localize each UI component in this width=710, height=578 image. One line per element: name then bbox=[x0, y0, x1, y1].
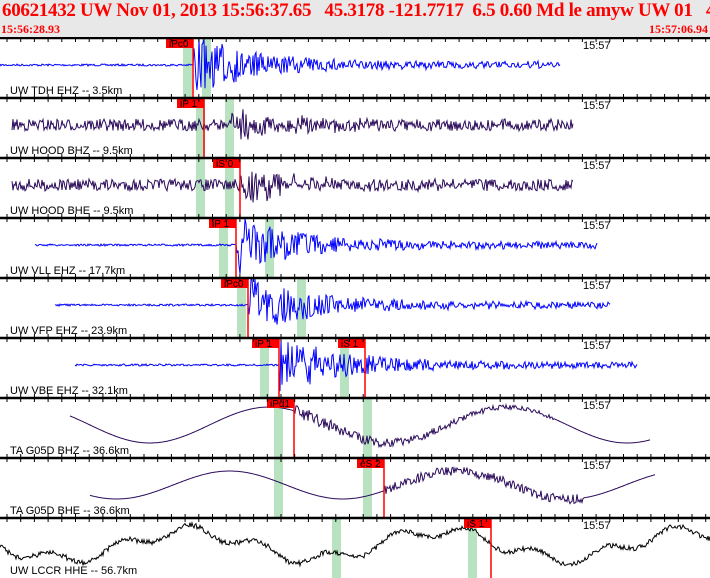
pick-flag[interactable] bbox=[177, 98, 204, 108]
row-background bbox=[0, 518, 710, 578]
minute-label: 15:57 bbox=[583, 400, 611, 412]
channel-label: UW HOOD BHZ -- 9.5km bbox=[10, 145, 133, 157]
row-background bbox=[0, 458, 710, 518]
pick-label: iPc0 bbox=[169, 39, 189, 50]
minute-label: 15:57 bbox=[583, 160, 611, 172]
channel-label: UW LCCR HHE -- 56.7km bbox=[10, 565, 137, 577]
channel-label: TA G05D BHE -- 36.6km bbox=[10, 505, 130, 517]
channel-row[interactable]: iPc0 UW VFP EHZ -- 23.9km 15:57 bbox=[0, 274, 710, 338]
channel-row[interactable]: iP 1 UW HOOD BHZ -- 9.5km 15:57 bbox=[0, 94, 710, 158]
pick-window-band bbox=[260, 338, 269, 398]
pick-window-band bbox=[265, 218, 274, 278]
pick-label: eS 2 bbox=[360, 459, 381, 470]
end-time: 15:57:06.94 bbox=[649, 22, 708, 36]
pick-flag[interactable] bbox=[213, 158, 240, 168]
waveform-trace bbox=[34, 218, 598, 274]
waveform-trace bbox=[89, 466, 656, 505]
pick-window-band bbox=[196, 158, 205, 218]
minute-label: 15:57 bbox=[583, 220, 611, 232]
pick-window-band bbox=[225, 98, 234, 158]
minute-label: 15:57 bbox=[583, 280, 611, 292]
pick-window-band bbox=[274, 458, 283, 518]
waveform-panel[interactable]: iPc0 UW TDH EHZ -- 3.5km 15:57 iP 1 UW HOOD … bbox=[0, 37, 710, 578]
channel-label: UW VBE EHZ -- 32.1km bbox=[10, 385, 128, 397]
pick-flag[interactable] bbox=[221, 278, 248, 288]
channel-label: UW HOOD BHE -- 9.5km bbox=[10, 205, 133, 217]
waveform-trace bbox=[0, 38, 561, 90]
pick-label: iP 1 bbox=[180, 99, 197, 110]
minute-label: 15:57 bbox=[583, 100, 611, 112]
pick-window-band bbox=[363, 398, 372, 458]
pick-flag[interactable] bbox=[252, 338, 279, 348]
pick-label: iS 1 bbox=[341, 339, 359, 350]
waveform-trace bbox=[0, 521, 710, 568]
waveform-trace bbox=[11, 109, 574, 140]
pick-window-band bbox=[237, 278, 246, 338]
waveform-trace bbox=[11, 171, 574, 203]
pick-window-band bbox=[219, 218, 228, 278]
channel-row[interactable]: iPd1 TA G05D BHZ -- 36.6km 15:57 bbox=[0, 394, 710, 458]
pick-flag[interactable] bbox=[166, 38, 193, 48]
pick-flag[interactable] bbox=[357, 458, 384, 468]
row-background bbox=[0, 398, 710, 458]
minute-label: 15:57 bbox=[583, 460, 611, 472]
pick-label: iP 1 bbox=[255, 339, 272, 350]
waveform-trace bbox=[69, 403, 651, 449]
minute-label: 15:57 bbox=[583, 40, 611, 52]
channel-row[interactable]: iPc0 UW TDH EHZ -- 3.5km 15:57 bbox=[0, 37, 710, 98]
pick-window-band bbox=[196, 98, 205, 158]
pick-window-band bbox=[332, 518, 341, 578]
pick-label: iS 1 bbox=[467, 519, 485, 530]
pick-label: iP 1 bbox=[212, 219, 229, 230]
start-time: 15:56:28.93 bbox=[1, 22, 60, 36]
minute-label: 15:57 bbox=[583, 340, 611, 352]
pick-window-band bbox=[468, 518, 477, 578]
pick-label: iS 0 bbox=[216, 159, 234, 170]
pick-label: iPc0 bbox=[224, 279, 244, 290]
pick-window-band bbox=[363, 458, 372, 518]
channel-row[interactable]: iP 1 UW VLL EHZ -- 17.7km 15:57 bbox=[0, 214, 710, 278]
event-header: 60621432 UW Nov 01, 2013 15:56:37.65 45.… bbox=[2, 0, 710, 21]
channel-label: TA G05D BHZ -- 36.6km bbox=[10, 445, 129, 457]
waveform-trace bbox=[54, 278, 611, 325]
channel-label: UW VLL EHZ -- 17.7km bbox=[10, 265, 125, 277]
channel-row[interactable]: iS 0 UW HOOD BHE -- 9.5km 15:57 bbox=[0, 154, 710, 218]
pick-window-band bbox=[274, 398, 283, 458]
pick-flag[interactable] bbox=[267, 398, 294, 408]
channel-row[interactable]: iS 1 UW LCCR HHE -- 56.7km 15:57 bbox=[0, 514, 710, 578]
pick-flag[interactable] bbox=[464, 518, 491, 528]
pick-label: iPd1 bbox=[270, 399, 290, 410]
channel-row[interactable]: eS 2 TA G05D BHE -- 36.6km 15:57 bbox=[0, 454, 710, 518]
channel-label: UW TDH EHZ -- 3.5km bbox=[10, 85, 122, 97]
row-background bbox=[0, 38, 710, 98]
waveform-trace bbox=[74, 338, 638, 392]
channel-label: UW VFP EHZ -- 23.9km bbox=[10, 325, 127, 337]
minute-label: 15:57 bbox=[583, 520, 611, 532]
pick-flag[interactable] bbox=[209, 218, 236, 228]
pick-flag[interactable] bbox=[338, 338, 365, 348]
pick-window-band bbox=[183, 38, 192, 98]
channel-row[interactable]: iP 1 iS 1 UW VBE EHZ -- 32.1km 15:57 bbox=[0, 334, 710, 398]
